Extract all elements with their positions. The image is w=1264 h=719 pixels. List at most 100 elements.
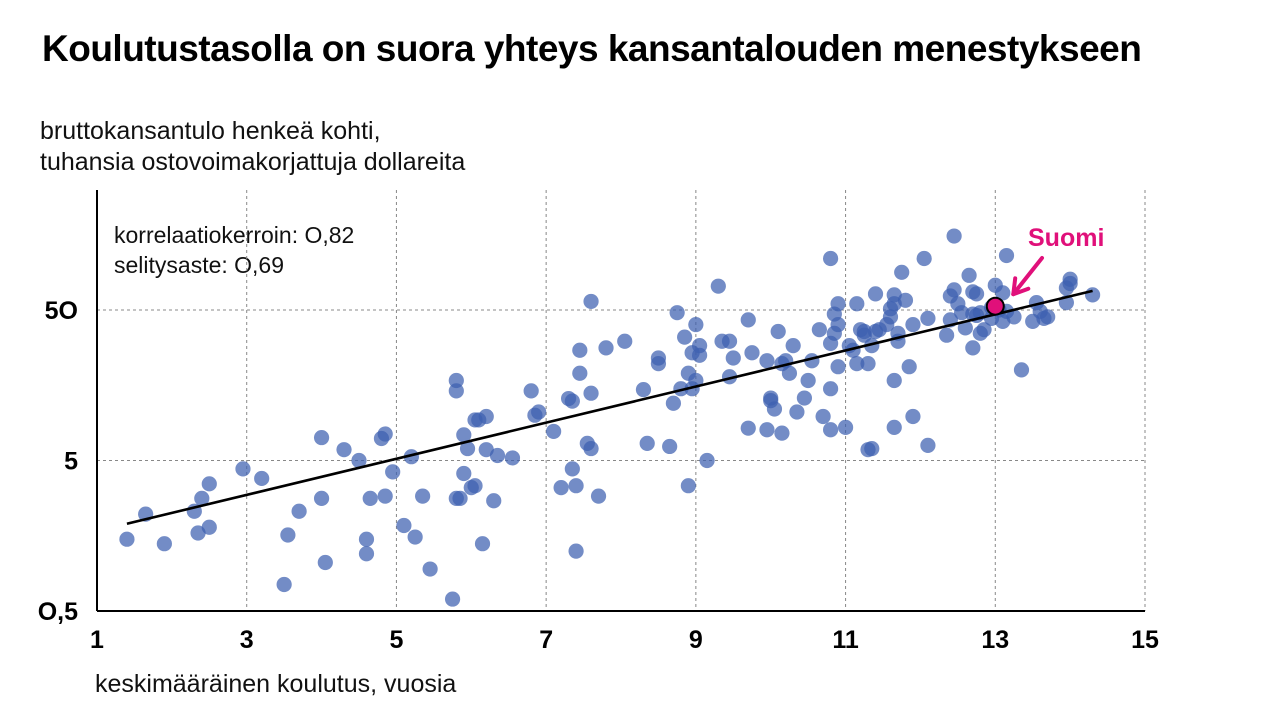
- data-point-17: [351, 452, 367, 469]
- data-point-35: [456, 465, 472, 482]
- data-point-72: [665, 395, 682, 411]
- data-point-99: [774, 425, 790, 441]
- data-points: [119, 228, 1101, 607]
- y-axis-label-line-2: tuhansia ostovoimakorjattuja dollareita: [40, 148, 466, 176]
- data-point-52: [553, 480, 569, 496]
- data-point-116: [830, 296, 846, 312]
- data-point-57: [568, 478, 584, 494]
- highlight-point: [985, 296, 1005, 316]
- data-point-46: [489, 447, 506, 464]
- data-point-112: [823, 422, 839, 438]
- data-point-9: [254, 470, 270, 487]
- data-point-10: [276, 576, 292, 593]
- y-axis-label: bruttokansantulo henkeä kohti, tuhansia …: [40, 116, 465, 178]
- y-tick-label-1: 5: [64, 448, 78, 476]
- data-point-140: [886, 419, 902, 435]
- data-point-30: [444, 591, 461, 607]
- data-point-8: [235, 461, 251, 477]
- x-tick-label-7: 15: [1131, 626, 1159, 654]
- data-point-146: [905, 316, 921, 333]
- trend-line: [126, 289, 1093, 526]
- data-point-103: [785, 338, 801, 354]
- data-point-34: [452, 490, 468, 506]
- data-point-42: [474, 536, 491, 552]
- data-point-91: [740, 312, 756, 328]
- data-point-84: [699, 452, 715, 469]
- data-point-31: [448, 372, 464, 389]
- data-point-75: [677, 329, 693, 345]
- data-point-151: [939, 327, 955, 343]
- data-point-0: [119, 531, 135, 547]
- data-point-37: [459, 440, 476, 457]
- data-point-104: [789, 404, 805, 420]
- data-point-71: [662, 438, 678, 455]
- data-point-87: [721, 333, 738, 349]
- data-point-11: [280, 527, 296, 543]
- data-point-157: [954, 305, 970, 321]
- data-point-36: [456, 427, 472, 443]
- data-point-105: [796, 390, 813, 406]
- data-point-150: [920, 437, 936, 453]
- data-point-2: [156, 536, 172, 552]
- data-point-126: [856, 323, 872, 340]
- data-point-64: [583, 293, 599, 310]
- data-point-129: [864, 338, 880, 354]
- x-tick-label-4: 9: [689, 626, 703, 654]
- data-point-162: [965, 340, 981, 356]
- data-point-182: [1040, 309, 1056, 325]
- data-point-27: [407, 529, 423, 545]
- y-tick-label-2: 5O: [45, 297, 78, 325]
- data-point-76: [680, 478, 696, 494]
- data-point-139: [886, 372, 902, 389]
- data-point-176: [1006, 309, 1022, 325]
- data-point-148: [916, 250, 932, 267]
- data-point-32: [448, 383, 464, 399]
- data-point-144: [897, 292, 914, 308]
- highlight-arrow-head: [1011, 276, 1031, 297]
- data-point-186: [1062, 271, 1078, 287]
- data-point-122: [849, 296, 865, 312]
- data-point-50: [531, 404, 547, 420]
- data-point-29: [422, 561, 438, 577]
- data-point-54: [564, 393, 580, 409]
- grid-lines: [97, 190, 1146, 611]
- data-point-94: [759, 422, 775, 438]
- data-point-175: [998, 247, 1015, 264]
- data-point-14: [313, 490, 330, 506]
- correlation-coefficient-text: korrelaatiokerroin: O,82: [114, 222, 355, 248]
- data-point-115: [823, 250, 839, 267]
- data-point-158: [957, 320, 973, 336]
- x-tick-label-5: 11: [832, 626, 859, 654]
- data-point-93: [759, 353, 775, 369]
- data-point-39: [467, 478, 483, 494]
- data-point-89: [725, 350, 741, 366]
- data-point-118: [830, 359, 846, 375]
- x-tick-label-1: 3: [240, 626, 254, 654]
- x-tick-label-0: 1: [90, 626, 104, 654]
- data-point-123: [849, 356, 865, 372]
- data-point-25: [396, 517, 412, 534]
- highlight-group: Suomi: [985, 224, 1104, 316]
- data-point-143: [894, 264, 910, 280]
- data-point-58: [572, 365, 588, 381]
- data-point-128: [860, 356, 876, 372]
- data-point-28: [415, 488, 431, 504]
- r-squared-text: selitysaste: O,69: [114, 252, 285, 278]
- data-point-81: [688, 316, 704, 333]
- data-point-47: [504, 450, 521, 466]
- data-point-149: [920, 310, 936, 326]
- data-point-12: [291, 503, 307, 519]
- data-point-73: [669, 305, 685, 321]
- data-point-85: [710, 278, 726, 294]
- data-point-108: [811, 322, 827, 338]
- y-tick-label-0: O,5: [38, 598, 78, 626]
- data-point-102: [781, 365, 798, 381]
- data-point-59: [572, 342, 588, 358]
- data-point-159: [961, 267, 977, 283]
- data-point-145: [901, 359, 917, 375]
- data-point-19: [358, 546, 375, 562]
- axes: [96, 190, 1145, 612]
- data-point-6: [201, 476, 217, 492]
- data-point-163: [968, 286, 985, 302]
- data-point-98: [770, 323, 786, 340]
